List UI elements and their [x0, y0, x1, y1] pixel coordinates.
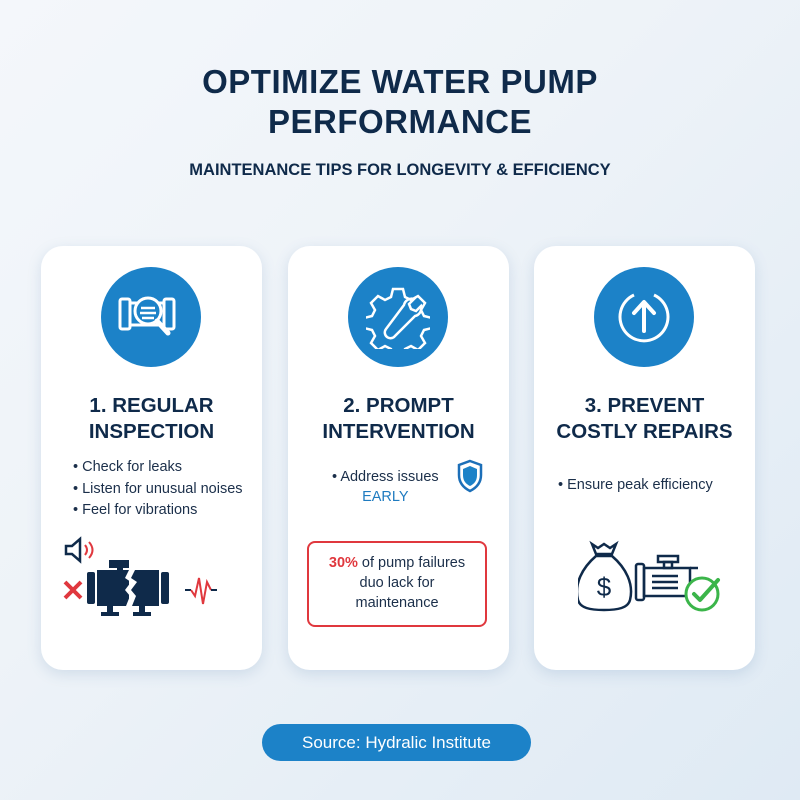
stat-value: 30% — [328, 555, 358, 571]
list-item: Ensure peak efficiency — [558, 475, 713, 497]
card-prompt-intervention: 2. PROMPT INTERVENTION • Address issues … — [288, 246, 509, 670]
prevent-bullet-list: Ensure peak efficiency — [558, 475, 713, 497]
card-title-line-1: 1. REGULAR — [89, 394, 214, 417]
list-item: • Address issues EARLY — [332, 469, 439, 505]
gear-wrench-icon — [348, 267, 448, 367]
vibration-wave-icon — [185, 577, 217, 605]
up-arrow-circle-icon — [594, 267, 694, 367]
savings-illustration: $ — [578, 540, 720, 612]
checkmark-circle-icon — [684, 576, 720, 612]
broken-pump-illustration — [63, 536, 217, 616]
page-title: OPTIMIZE WATER PUMP PERFORMANCE — [0, 62, 800, 142]
card-title: 3. PREVENT COSTLY REPAIRS — [534, 393, 755, 445]
red-x-icon — [63, 580, 83, 600]
shield-icon — [457, 459, 483, 493]
list-item: Feel for vibrations — [73, 500, 243, 522]
card-title-line-2: INSPECTION — [88, 420, 215, 443]
stat-text: maintenance — [355, 595, 439, 611]
broken-pump-icon — [87, 560, 169, 616]
title-line-1: OPTIMIZE WATER PUMP — [202, 63, 598, 100]
source-badge: Source: Hydralic Institute — [262, 724, 531, 761]
card-prevent-costly-repairs: 3. PREVENT COSTLY REPAIRS Ensure peak ef… — [534, 246, 755, 670]
card-title-line-1: 2. PROMPT — [343, 394, 454, 417]
magnifier-pump-icon — [101, 267, 201, 367]
svg-text:$: $ — [597, 572, 612, 602]
title-line-2: PERFORMANCE — [267, 103, 532, 140]
inspection-bullet-list: Check for leaks Listen for unusual noise… — [73, 457, 243, 522]
card-title: 1. REGULAR INSPECTION — [41, 393, 262, 445]
card-regular-inspection: 1. REGULAR INSPECTION Check for leaks Li… — [41, 246, 262, 670]
page-subtitle: MAINTENANCE TIPS FOR LONGEVITY & EFFICIE… — [189, 161, 611, 179]
failure-stat-box: 30% of pump failures duo lack for mainte… — [307, 541, 487, 627]
early-emphasis: EARLY — [362, 489, 409, 505]
pump-icon — [634, 554, 698, 602]
money-bag-icon: $ — [578, 540, 633, 612]
speaker-sound-icon — [64, 536, 94, 564]
card-title-line-2: COSTLY REPAIRS — [556, 420, 733, 443]
list-item: Check for leaks — [73, 457, 243, 479]
card-title-line-2: INTERVENTION — [322, 420, 475, 443]
card-title-line-1: 3. PREVENT — [584, 394, 705, 417]
stat-text: of pump failures — [357, 555, 466, 571]
card-title: 2. PROMPT INTERVENTION — [288, 393, 509, 445]
stat-text: duo lack for — [359, 575, 435, 591]
bullet-text: Address issues — [340, 469, 439, 485]
list-item: Listen for unusual noises — [73, 479, 242, 501]
